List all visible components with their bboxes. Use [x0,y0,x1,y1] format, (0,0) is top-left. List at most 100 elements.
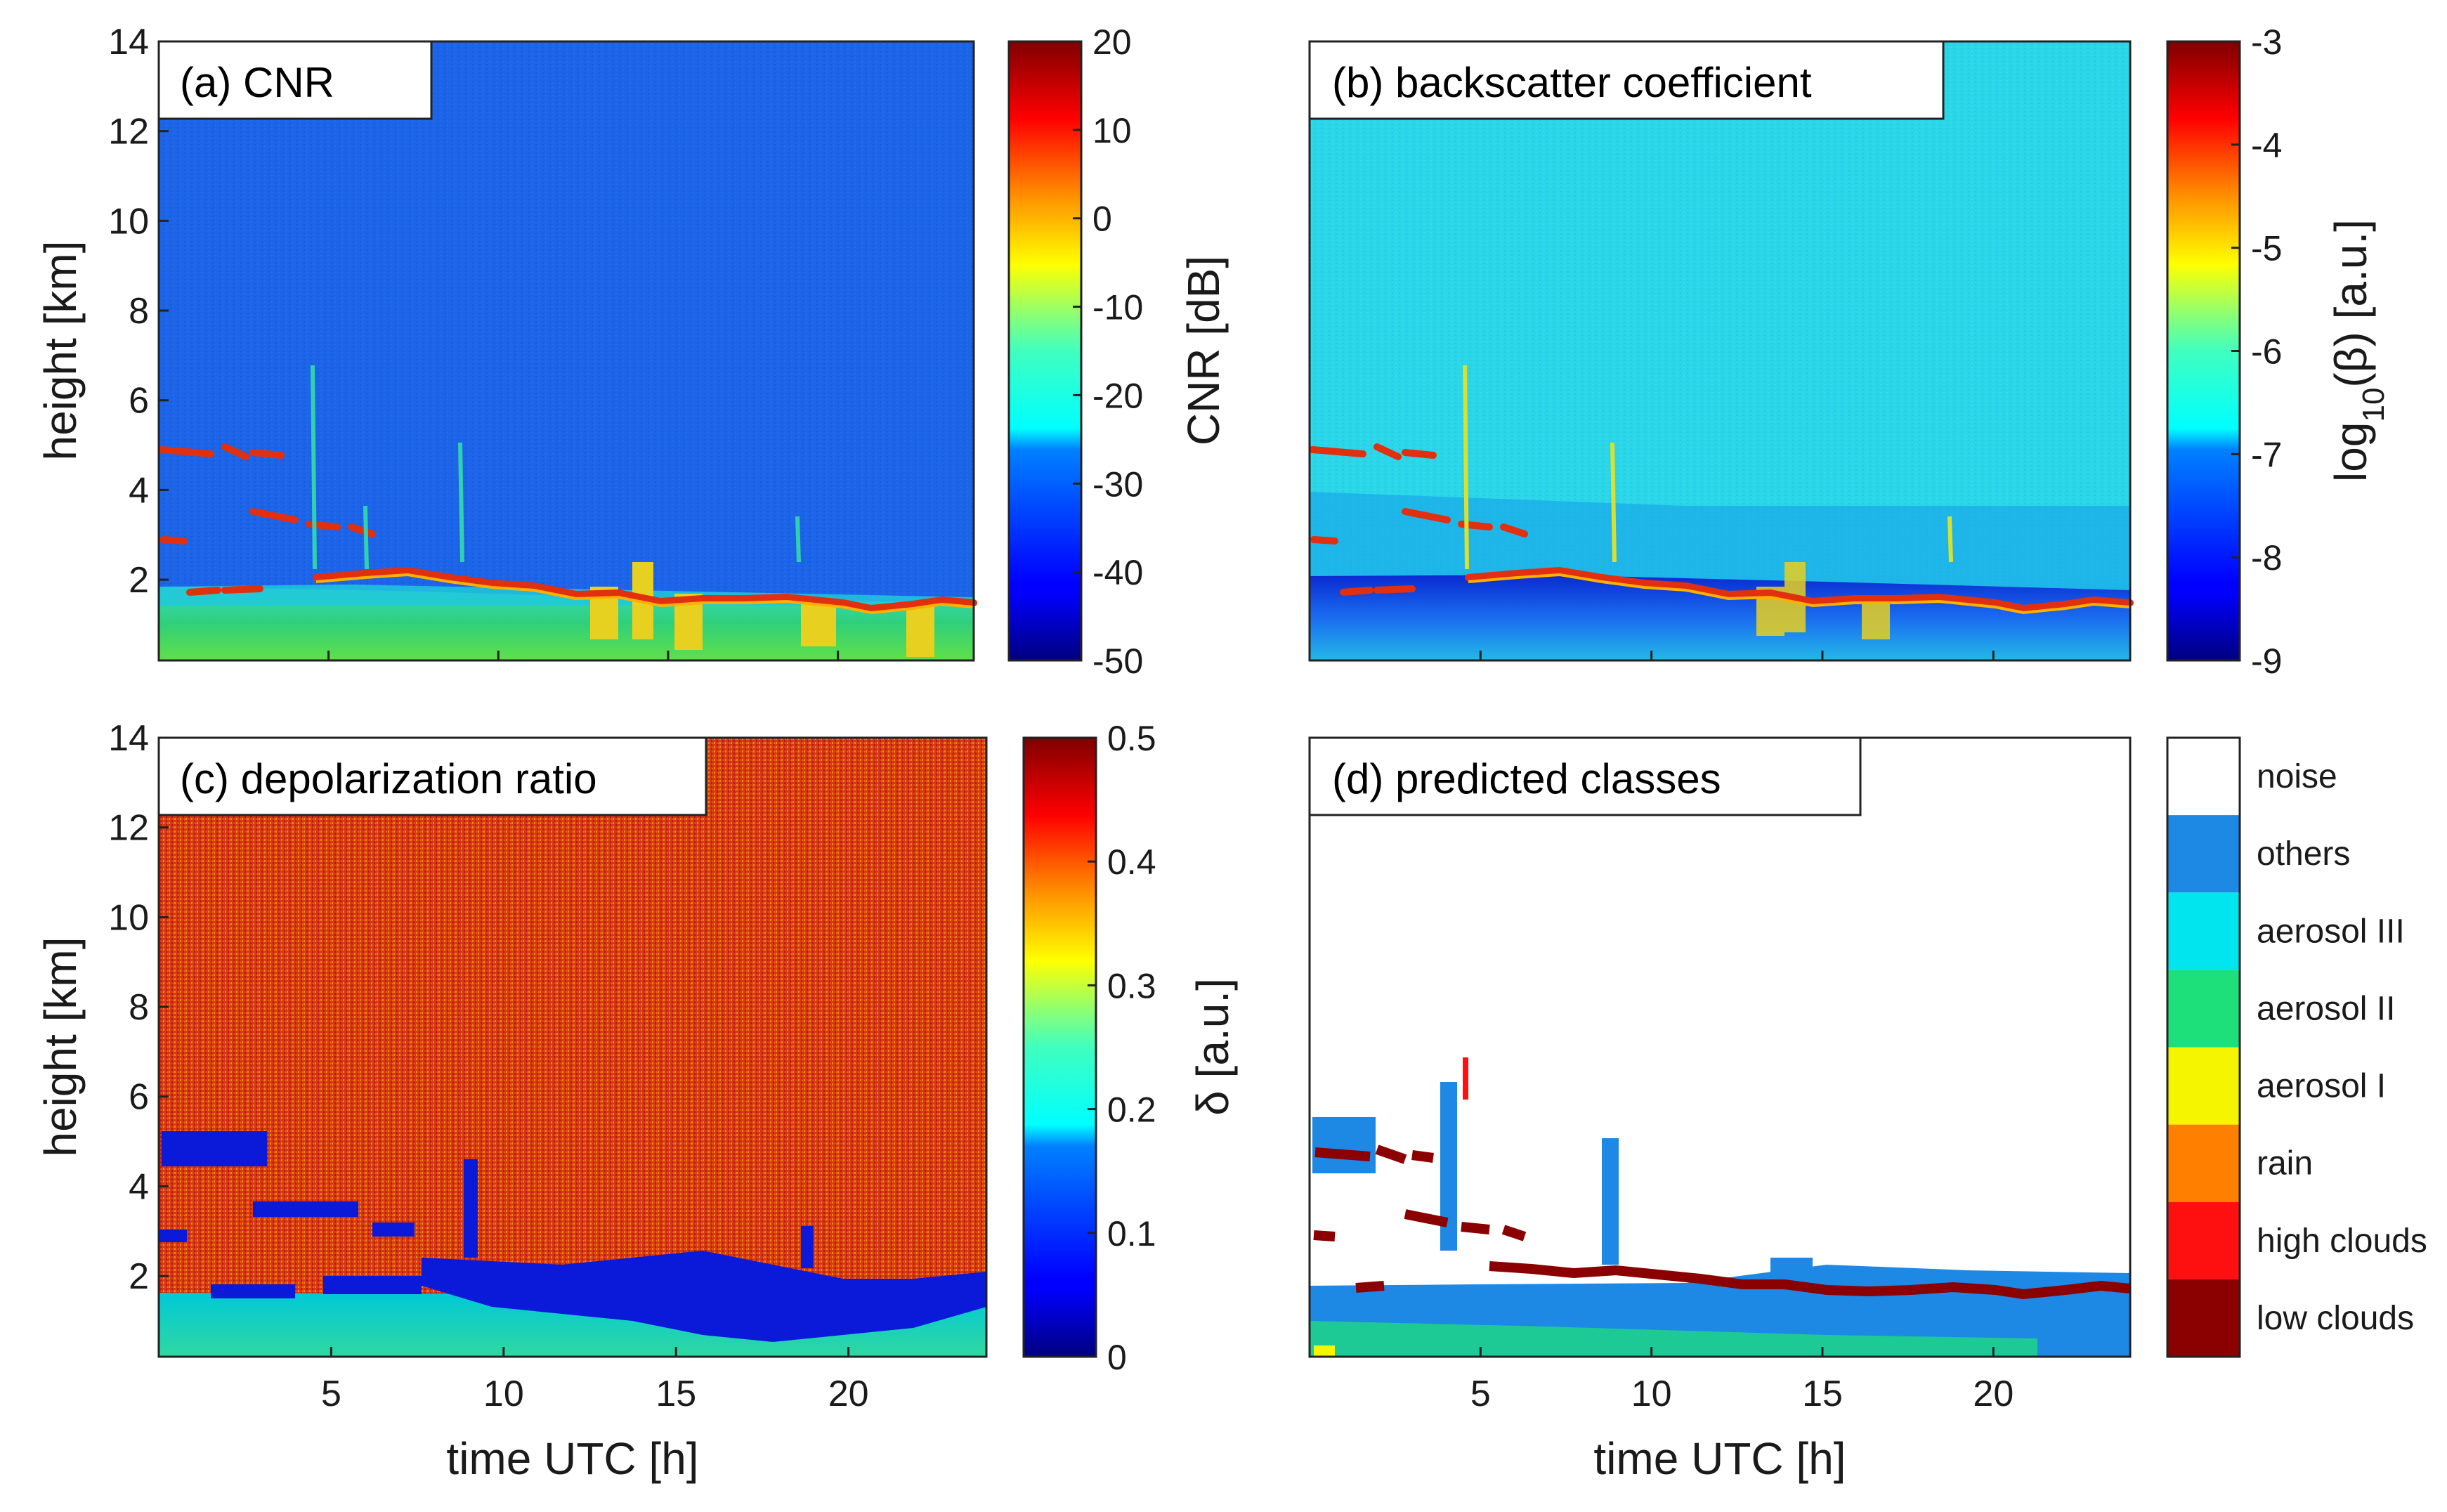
colorbar-tick-label: -8 [2251,538,2282,578]
colorbar-tick-label: -3 [2251,22,2282,62]
colorbar-tick-label: 10 [1092,111,1132,150]
panel-b-colorbar-label-rest: (β) [a.u.] [2325,219,2376,388]
panel-d: (d) predicted classes 5 10 15 20 time UTC [… [1308,736,2427,1484]
class-label-rain: rain [2257,1145,2313,1182]
panel-b-colorbar-label: log10(β) [a.u.] [2325,219,2391,482]
colorbar-tick-label: -30 [1092,464,1143,504]
panel-d-title-box [1308,736,1862,816]
panel-d-aerosol-layer [1310,1321,2037,1357]
colorbar-tick-label: -50 [1092,641,1143,681]
class-label-high-clouds: high clouds [2257,1223,2427,1260]
colorbar-tick-label: -4 [2251,126,2282,165]
class-label-low-clouds: low clouds [2257,1300,2414,1337]
x-tick-label: 20 [828,1374,869,1414]
panel-b-vertical-plumes [1463,365,1953,570]
panel-c-low-depol-band [422,1251,986,1342]
colorbar-tick-label: 0.1 [1107,1214,1156,1253]
panel-b-colorbar [2166,40,2241,662]
y-tick-label: 8 [129,987,149,1028]
panel-d-high-cloud-patch [1463,1057,1468,1100]
panel-a-y-axis-label: height [km] [35,240,86,460]
panel-d-aerosol-i-patch [1314,1345,1335,1357]
panel-a-colorbar-ticks: -50 -40 -30 -20 -10 0 10 20 [1073,22,1143,681]
x-tick-label: 20 [1973,1374,2014,1414]
panel-b-colorbar-label-log: log [2325,422,2376,482]
panel-b-cloud-layers [1309,443,2134,613]
x-tick-label: 5 [1470,1374,1491,1414]
panel-a: (a) CNR 2 4 6 8 10 12 14 height [km] -50 -40 -30… [35,22,1229,681]
panel-c-x-ticks: 5 10 15 20 [321,1347,869,1414]
class-swatch-high-clouds [2167,1201,2240,1279]
panel-d-others-patches [1312,1082,1813,1286]
panel-d-class-legend: noise others aerosol III aerosol II aerosol … [2167,738,2427,1357]
colorbar-tick-label: 20 [1092,22,1132,62]
panel-c-heatmap-background [159,738,986,1357]
panel-c-colorbar [1022,736,1097,1358]
y-tick-label: 10 [108,897,149,938]
class-swatch-noise [2167,738,2240,816]
class-label-aerosol-III: aerosol III [2257,913,2405,950]
colorbar-tick-label: -5 [2251,229,2282,268]
y-tick-label: 10 [108,201,149,242]
y-tick-label: 6 [129,381,149,422]
panel-d-x-ticks: 5 10 15 20 [1470,1347,2014,1414]
panel-d-heatmap-background [1310,738,2130,1357]
colorbar-tick-label: 0 [1092,200,1112,239]
panel-c-title-box [157,736,707,816]
panel-a-cloud-highlights [315,573,974,615]
panel-a-y-ticks: 2 4 6 8 10 12 14 [108,22,169,601]
x-tick-label: 10 [483,1374,524,1414]
x-tick-label: 15 [655,1374,696,1414]
panel-d-low-clouds [1313,1145,2131,1300]
panel-d-class-legend-frame [2166,736,2241,1358]
class-swatch-rain [2167,1124,2240,1202]
y-tick-label: 14 [108,22,149,63]
panel-c-x-axis-label: time UTC [h] [446,1433,698,1484]
panel-b-boundary-layer [1310,575,2130,660]
x-tick-label: 15 [1802,1374,1843,1414]
colorbar-tick-label: 0.3 [1107,966,1156,1005]
y-tick-label: 4 [129,1166,149,1207]
class-label-others: others [2257,835,2350,873]
y-tick-label: 6 [129,1077,149,1118]
panel-a-title-box [157,40,433,120]
y-tick-label: 8 [129,291,149,332]
panel-b-title-box [1308,40,1945,120]
class-label-aerosol-I: aerosol I [2257,1068,2386,1105]
panel-c-y-ticks: 2 4 6 8 10 12 14 [108,718,169,1297]
colorbar-tick-label: -7 [2251,435,2282,474]
y-tick-label: 12 [108,808,149,849]
x-tick-label: 5 [321,1374,341,1414]
x-tick-label: 10 [1631,1374,1672,1414]
colorbar-tick-label: -20 [1092,376,1143,415]
class-swatch-low-clouds [2167,1279,2240,1357]
panel-b-title: (b) backscatter coefficient [1332,59,1812,106]
y-tick-label: 14 [108,718,149,759]
y-tick-label: 2 [129,560,149,601]
colorbar-tick-label: -40 [1092,553,1143,592]
panel-a-heatmap-background [159,41,974,660]
panel-d-x-axis-label: time UTC [h] [1593,1433,1846,1484]
panel-b: (b) backscatter coefficient -9 -8 -7 -6 -5 -4… [1308,22,2391,681]
panel-a-title: (a) CNR [180,59,334,106]
panel-c-low-depol-patches [159,1131,814,1298]
colorbar-tick-label: 0.4 [1107,842,1156,882]
y-tick-label: 2 [129,1256,149,1297]
panel-b-x-ticks [1479,651,1995,660]
panel-a-colorbar-label: CNR [dB] [1178,256,1229,445]
panel-a-cloud-layers [158,443,977,613]
panel-a-vertical-plumes [311,365,801,570]
panel-a-x-ticks [327,651,840,660]
colorbar-tick-label: -9 [2251,641,2282,681]
panel-a-colorbar [1007,40,1083,662]
panel-c-y-axis-label: height [km] [35,937,86,1156]
panel-a-frame [157,40,975,662]
panel-b-colorbar-label-sub: 10 [2356,388,2391,422]
panel-d-title: (d) predicted classes [1332,755,1721,802]
class-swatch-aerosol-III [2167,892,2240,970]
y-tick-label: 12 [108,112,149,152]
colorbar-tick-label: -10 [1092,288,1143,327]
panel-c: (c) depolarization ratio 2 4 6 8 10 12 14 5 10 1… [35,718,1238,1484]
class-swatch-aerosol-I [2167,1047,2240,1125]
